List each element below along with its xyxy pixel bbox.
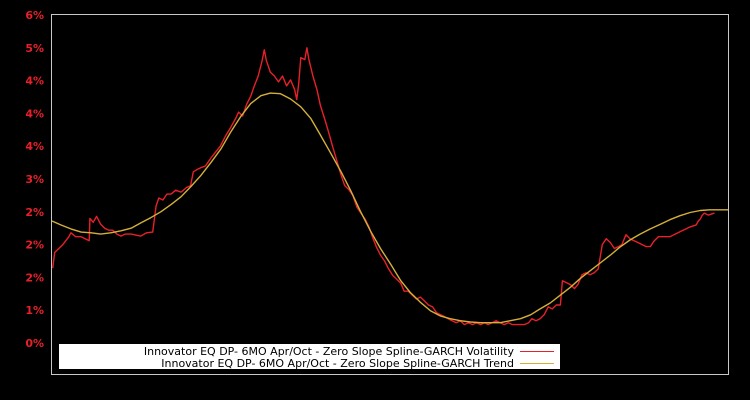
y-tick-label: 4% [25,140,44,153]
legend: Innovator EQ DP- 6MO Apr/Oct - Zero Slop… [59,344,560,370]
y-tick-label: 4% [25,107,44,120]
y-tick-label: 6% [25,9,44,22]
y-tick-label: 0% [25,337,44,350]
y-axis: 6% 5% 4% 4% 4% 3% 2% 2% 2% 1% 0% [25,9,44,350]
y-tick-label: 2% [25,271,44,284]
series-layer [51,47,728,326]
legend-label-volatility: Innovator EQ DP- 6MO Apr/Oct - Zero Slop… [144,345,515,358]
y-tick-label: 2% [25,206,44,219]
plot-frame [51,14,729,375]
y-tick-label: 3% [25,173,44,186]
legend-box [59,344,560,369]
y-tick-label: 4% [25,75,44,88]
y-tick-label: 1% [25,304,44,317]
y-tick-label: 5% [25,42,44,55]
legend-label-trend: Innovator EQ DP- 6MO Apr/Oct - Zero Slop… [161,357,514,370]
y-tick-label: 2% [25,239,44,252]
trend-line [51,92,728,324]
volatility-line [52,47,715,326]
